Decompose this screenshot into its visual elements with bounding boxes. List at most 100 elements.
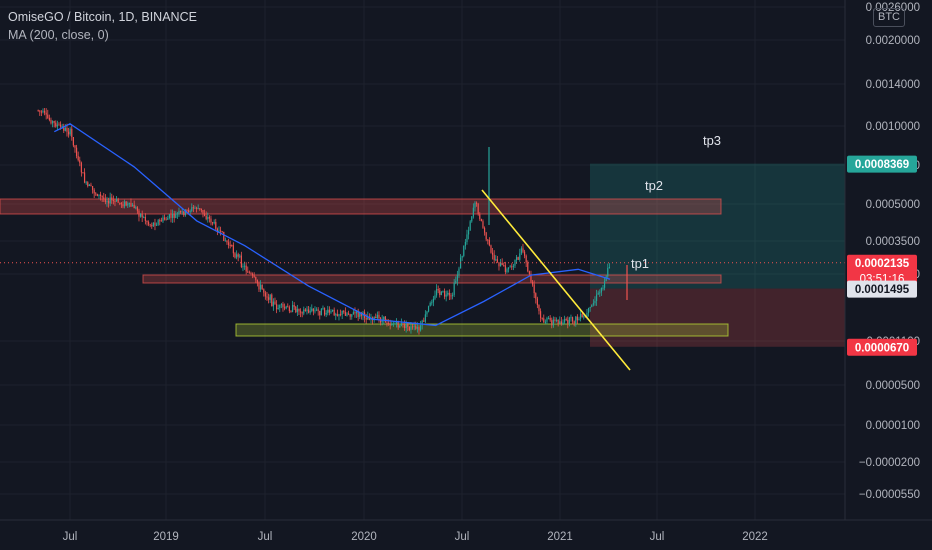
candle-body bbox=[221, 231, 223, 233]
candle-body bbox=[178, 211, 180, 214]
candle-body bbox=[536, 298, 538, 306]
candle-body bbox=[299, 311, 302, 313]
candle-body bbox=[304, 309, 306, 311]
candle-body bbox=[99, 194, 102, 196]
candle-body bbox=[389, 324, 391, 326]
candle-body bbox=[298, 308, 300, 312]
candle-body bbox=[179, 211, 182, 213]
candle-body bbox=[333, 309, 335, 316]
candle-body bbox=[317, 309, 319, 311]
candle-body bbox=[141, 213, 143, 218]
candle-body bbox=[352, 312, 354, 315]
candle-body bbox=[416, 326, 418, 329]
candle-body bbox=[471, 216, 473, 222]
candle-body bbox=[344, 312, 346, 316]
candle-body bbox=[159, 220, 161, 222]
candle-body bbox=[581, 314, 583, 317]
candle-body bbox=[603, 281, 606, 288]
x-tick-label: Jul bbox=[455, 531, 470, 543]
candle-body bbox=[147, 222, 150, 225]
candle-body bbox=[512, 265, 514, 267]
candle-body bbox=[115, 199, 118, 202]
candle-body bbox=[488, 240, 490, 246]
candle-body bbox=[253, 275, 255, 277]
candle-body bbox=[570, 317, 572, 319]
candle-body bbox=[146, 220, 148, 223]
candle-body bbox=[128, 202, 130, 204]
candle-body bbox=[202, 210, 204, 214]
annotation-tp2: tp2 bbox=[645, 178, 663, 193]
candles bbox=[37, 108, 628, 335]
candle-body bbox=[458, 268, 460, 275]
candle-body bbox=[602, 287, 604, 289]
candle-body bbox=[149, 224, 151, 226]
candle-body bbox=[503, 265, 505, 267]
candle-body bbox=[448, 292, 450, 296]
symbol-title[interactable]: OmiseGO / Bitcoin, 1D, BINANCE bbox=[8, 10, 197, 24]
candle-body bbox=[498, 262, 500, 267]
candle-body bbox=[440, 291, 442, 295]
price-label-last bbox=[847, 254, 917, 289]
candle-body bbox=[218, 230, 220, 232]
candle-body bbox=[381, 319, 383, 323]
candle-body bbox=[155, 224, 158, 226]
candle-body bbox=[482, 221, 484, 228]
candle-body bbox=[522, 248, 524, 252]
indicator-legend[interactable]: MA (200, close, 0) bbox=[8, 28, 109, 42]
candle-body bbox=[106, 200, 108, 203]
candle-body bbox=[290, 311, 292, 313]
y-tick-label: 0.0000500 bbox=[866, 380, 920, 392]
candle-body bbox=[400, 323, 402, 326]
candle-body bbox=[235, 254, 238, 258]
candle-body bbox=[519, 253, 521, 260]
candle-body bbox=[411, 326, 414, 328]
candle-body bbox=[259, 284, 262, 290]
candle-body bbox=[258, 283, 260, 290]
candle-body bbox=[197, 208, 199, 210]
candle-body bbox=[514, 259, 516, 266]
candle-body bbox=[245, 265, 247, 272]
candle-body bbox=[520, 248, 522, 254]
candle-body bbox=[162, 217, 164, 222]
candle-body bbox=[53, 121, 55, 123]
currency-button[interactable]: BTC bbox=[873, 8, 905, 27]
y-tick-label: 0.0010000 bbox=[866, 121, 920, 133]
candle-body bbox=[442, 290, 444, 292]
candle-body bbox=[341, 310, 343, 315]
candle-body bbox=[485, 232, 487, 240]
candle-body bbox=[234, 253, 236, 258]
candle-body bbox=[207, 217, 209, 220]
candle-body bbox=[338, 314, 340, 316]
candle-body bbox=[50, 119, 52, 124]
time-axis[interactable]: Jul 2019 Jul 2020 Jul 2021 Jul 2022 bbox=[63, 531, 768, 543]
candle-body bbox=[123, 201, 126, 207]
candle-body bbox=[200, 208, 202, 211]
candle-body bbox=[394, 323, 396, 325]
candle-body bbox=[143, 217, 145, 219]
candle-body bbox=[568, 317, 570, 324]
candle-body bbox=[151, 225, 153, 227]
price-label-stop bbox=[847, 338, 917, 356]
candle-body bbox=[295, 306, 297, 313]
candle-body bbox=[61, 126, 63, 128]
candle-body bbox=[176, 213, 178, 215]
candle-body bbox=[247, 271, 249, 273]
stop-zone bbox=[590, 288, 845, 347]
candle-body bbox=[47, 114, 49, 118]
candle-body bbox=[506, 269, 508, 272]
y-tick-label: −0.0000550 bbox=[859, 489, 920, 501]
candle-body bbox=[355, 310, 358, 314]
candle-body bbox=[533, 284, 535, 294]
candle-body bbox=[405, 322, 407, 329]
candle-body bbox=[477, 203, 479, 215]
x-tick-label: Jul bbox=[258, 531, 273, 543]
candle-body bbox=[323, 307, 326, 315]
resistance-zone-upper bbox=[0, 198, 722, 215]
candle-body bbox=[173, 213, 175, 218]
candle-body bbox=[507, 267, 510, 270]
candle-body bbox=[287, 306, 289, 308]
candle-body bbox=[63, 126, 65, 131]
candle-body bbox=[480, 218, 482, 222]
candle-body bbox=[437, 289, 439, 291]
